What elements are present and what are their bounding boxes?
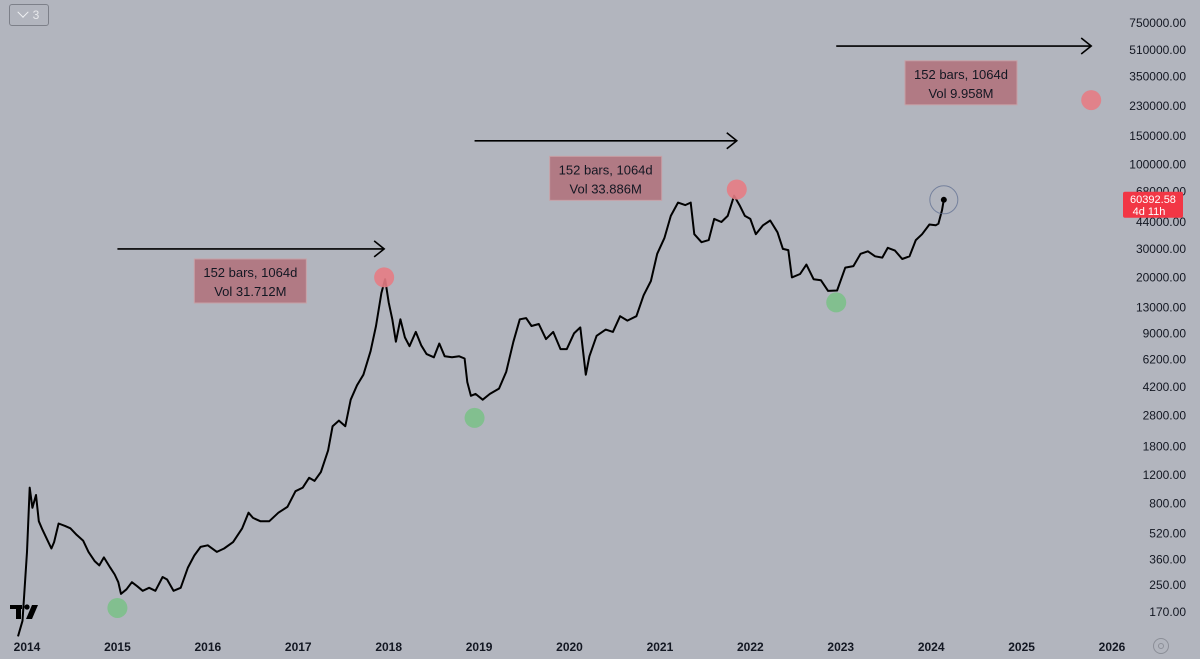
x-tick-label: 2023 (827, 640, 854, 654)
y-tick-label: 13000.00 (1136, 301, 1186, 315)
last-price-ring (929, 185, 959, 215)
y-tick-label: 30000.00 (1136, 242, 1186, 256)
cycle-top-marker (1081, 90, 1102, 111)
cycle-top-marker (726, 179, 747, 200)
cycle-arrow (117, 240, 386, 258)
chart-settings-gear-icon[interactable] (1153, 638, 1169, 654)
collapse-count: 3 (32, 8, 40, 22)
y-tick-label: 360.00 (1149, 552, 1186, 566)
y-tick-label: 350000.00 (1129, 69, 1186, 83)
y-tick-label: 6200.00 (1143, 353, 1187, 367)
y-tick-label: 230000.00 (1129, 99, 1186, 113)
x-tick-label: 2021 (647, 640, 674, 654)
y-tick-label: 250.00 (1149, 578, 1186, 592)
last-price-value: 60392.58 (1130, 194, 1176, 206)
y-tick-label: 800.00 (1149, 496, 1186, 510)
x-tick-label: 2017 (285, 640, 312, 654)
chevron-down-icon (16, 6, 29, 18)
annotation-range-label: 152 bars, 1064d (203, 265, 297, 280)
y-tick-label: 44000.00 (1136, 215, 1186, 229)
annotation-volume-label: Vol 9.958M (928, 86, 993, 101)
cycle-arrows (117, 37, 1093, 258)
x-tick-label: 2014 (14, 640, 41, 654)
y-tick-label: 750000.00 (1129, 16, 1186, 30)
y-axis: 750000.00 510000.00 350000.00 230000.00 1500… (1129, 16, 1186, 619)
price-line (17, 194, 945, 637)
x-tick-label: 2020 (556, 640, 583, 654)
range-annotation: 152 bars, 1064d Vol 9.958M (904, 60, 1018, 106)
x-tick-label: 2026 (1099, 640, 1126, 654)
annotation-range-label: 152 bars, 1064d (914, 67, 1008, 82)
y-tick-label: 520.00 (1149, 527, 1186, 541)
x-tick-label: 2018 (375, 640, 402, 654)
y-tick-label: 20000.00 (1136, 270, 1186, 284)
annotation-range-label: 152 bars, 1064d (559, 162, 653, 177)
annotation-volume-label: Vol 33.886M (570, 181, 642, 196)
y-tick-label: 2800.00 (1143, 408, 1187, 422)
bar-countdown: 4d 11h (1133, 206, 1166, 218)
last-price-dot (940, 196, 947, 203)
last-price-tag (1123, 191, 1183, 218)
cycle-bottom-marker (464, 407, 485, 428)
range-annotation: 152 bars, 1064d Vol 31.712M (193, 258, 307, 304)
x-axis: 2014 2015 2016 2017 2018 2019 2020 2021 2022 2023… (14, 640, 1126, 654)
y-tick-label: 170.00 (1149, 605, 1186, 619)
cycle-arrow (836, 37, 1093, 55)
cycle-markers (107, 90, 1102, 618)
collapse-indicators-button[interactable]: 3 (9, 4, 49, 26)
y-tick-label: 1800.00 (1143, 439, 1187, 453)
x-tick-label: 2019 (466, 640, 493, 654)
x-tick-label: 2015 (104, 640, 131, 654)
cycle-bottom-marker (107, 597, 128, 618)
y-tick-label: 100000.00 (1129, 157, 1186, 171)
x-tick-label: 2025 (1008, 640, 1035, 654)
cycle-arrow (474, 132, 739, 150)
y-tick-label: 1200.00 (1143, 468, 1187, 482)
y-tick-label: 510000.00 (1129, 43, 1186, 57)
x-tick-label: 2024 (918, 640, 945, 654)
x-tick-label: 2016 (194, 640, 221, 654)
y-tick-label: 4200.00 (1143, 380, 1187, 394)
range-annotation: 152 bars, 1064d Vol 33.886M (549, 155, 663, 201)
tradingview-logo-icon (10, 604, 38, 619)
x-tick-label: 2022 (737, 640, 764, 654)
cycle-bottom-marker (826, 292, 847, 313)
y-tick-label: 150000.00 (1129, 129, 1186, 143)
y-tick-label: 9000.00 (1143, 326, 1187, 340)
annotation-volume-label: Vol 31.712M (214, 284, 286, 299)
cycle-top-marker (374, 267, 395, 288)
